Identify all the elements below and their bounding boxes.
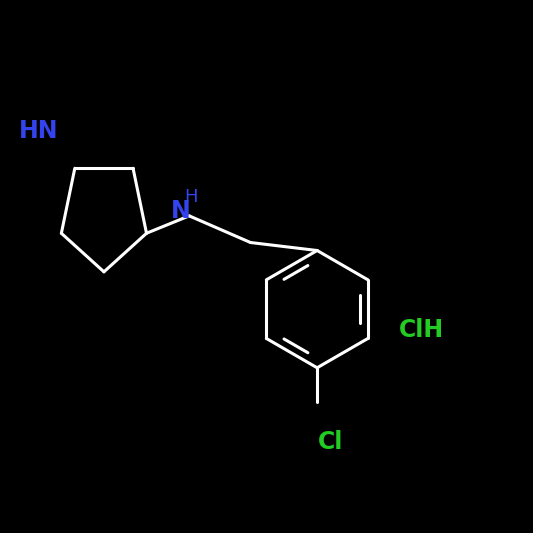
Text: N: N <box>171 198 191 223</box>
Text: HN: HN <box>19 118 58 143</box>
Text: ClH: ClH <box>399 318 443 343</box>
Text: H: H <box>184 188 198 206</box>
Text: Cl: Cl <box>318 430 343 455</box>
